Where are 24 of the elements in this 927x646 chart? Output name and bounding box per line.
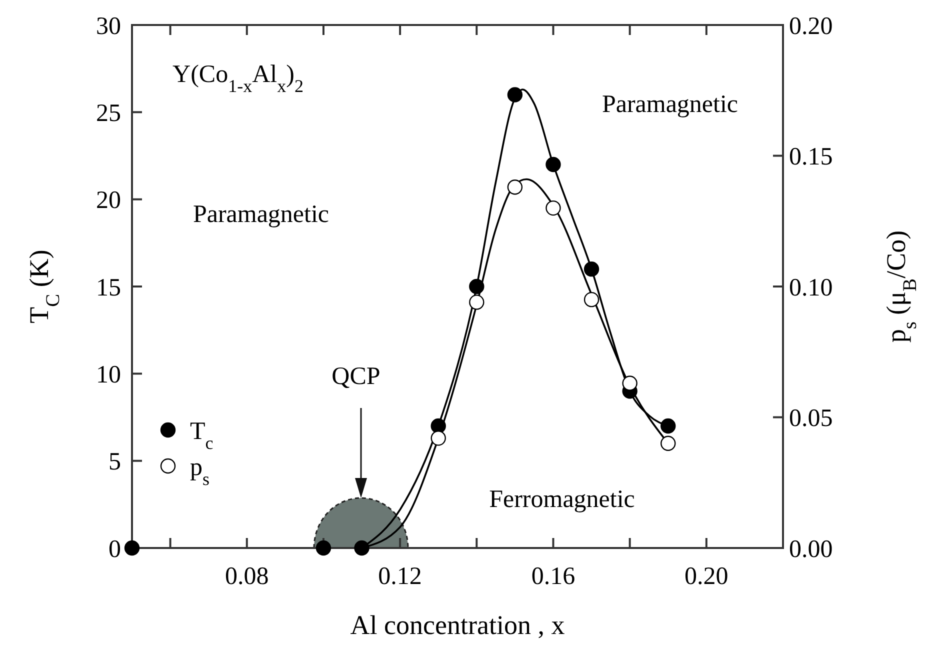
annotation: Y(Co$_{1-x}$Al$_{x}$)$_{2}$	[172, 60, 304, 96]
annotation: Paramagnetic	[602, 90, 738, 118]
x-tick-label: 0.08	[225, 563, 269, 590]
y2-tick-label: 0.15	[789, 144, 833, 170]
y2-tick-label: 0.10	[789, 274, 833, 302]
y-tick-label: 20	[96, 187, 121, 214]
annotation: Paramagnetic	[192, 200, 330, 228]
y2-tick-label: 0.00	[789, 536, 833, 563]
annotation: QCP	[332, 362, 380, 390]
y2-tick-label: 0.20	[789, 12, 833, 40]
y-tick-label: 25	[96, 100, 121, 127]
x-tick-label: 0.20	[684, 563, 728, 590]
annotation: Ferromagnetic	[489, 486, 635, 513]
legend-label: p$_{s}$	[190, 454, 210, 489]
y-tick-label: 5	[108, 448, 121, 476]
legend-label: T$_{c}$	[190, 418, 214, 453]
y-tick-label: 0	[108, 536, 121, 563]
y-tick-label: 30	[96, 12, 121, 40]
y-tick-label: 15	[96, 274, 121, 302]
x-axis-title: Al concentration , x	[350, 610, 566, 640]
y2-tick-label: 0.05	[789, 405, 833, 432]
x-tick-label: 0.12	[378, 563, 422, 590]
y-tick-label: 10	[96, 361, 121, 388]
x-tick-label: 0.16	[531, 563, 576, 590]
